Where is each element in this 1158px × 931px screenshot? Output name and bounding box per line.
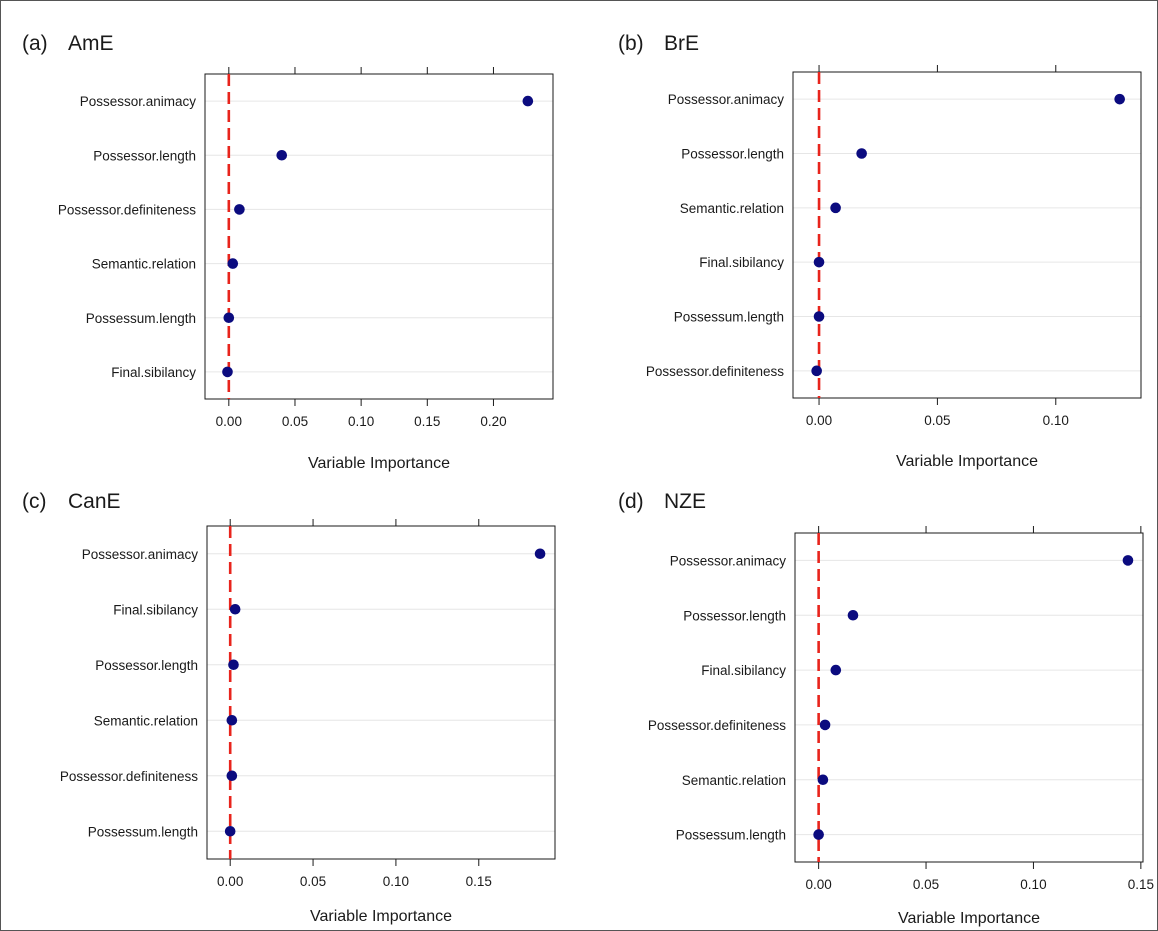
data-point xyxy=(813,829,824,840)
category-label: Possessor.length xyxy=(681,147,784,162)
x-tick-label: 0.05 xyxy=(924,413,950,428)
category-label: Possessor.animacy xyxy=(668,92,785,107)
category-label: Semantic.relation xyxy=(682,773,786,788)
x-tick-label: 0.05 xyxy=(282,414,308,429)
data-point xyxy=(226,770,238,782)
x-tick-label: 0.15 xyxy=(414,414,440,429)
panel-ame: (a) AmE 0.00 0.05 0.10 0.15 0.20 Variable Impor… xyxy=(22,32,554,472)
x-tick-label: 0.15 xyxy=(466,874,492,889)
chart-panels: (a) AmE 0.00 0.05 0.10 0.15 0.20 Variable Impor… xyxy=(22,32,1154,927)
data-point xyxy=(276,149,288,161)
category-label: Possessor.definiteness xyxy=(648,718,786,733)
category-label: Semantic.relation xyxy=(94,713,198,728)
x-tick-label: 0.10 xyxy=(1043,413,1069,428)
data-point xyxy=(847,609,859,621)
data-point xyxy=(811,365,822,377)
x-tick-label: 0.10 xyxy=(348,414,374,429)
panel-label: (d) xyxy=(618,490,644,513)
category-label: Possessor.definiteness xyxy=(60,769,198,784)
data-point xyxy=(856,148,867,159)
category-label: Final.sibilancy xyxy=(111,365,196,380)
panel-title: AmE xyxy=(68,32,114,55)
category-label: Final.sibilancy xyxy=(113,602,198,617)
x-tick-label: 0.10 xyxy=(383,874,409,889)
data-point xyxy=(522,95,534,107)
category-label: Final.sibilancy xyxy=(701,663,786,678)
data-point xyxy=(222,366,233,378)
category-label: Possessor.animacy xyxy=(82,547,199,562)
panel-bre: (b) BrE 0.00 0.05 0.10 Variable Importance Pos… xyxy=(618,32,1142,470)
plot-frame xyxy=(792,71,1142,399)
x-axis-title: Variable Importance xyxy=(310,908,452,925)
category-label: Possessum.length xyxy=(86,311,196,326)
panel-cane: (c) CanE 0.00 0.05 0.10 0.15 Variable Importan… xyxy=(22,490,556,925)
plot-frame xyxy=(206,525,556,860)
data-point xyxy=(817,774,829,786)
x-axis-title: Variable Importance xyxy=(308,455,450,472)
x-tick-label: 0.00 xyxy=(805,877,831,892)
category-label: Possessum.length xyxy=(88,824,198,839)
data-point xyxy=(819,719,831,731)
category-label: Possessor.definiteness xyxy=(646,364,784,379)
category-label: Possessor.animacy xyxy=(80,94,197,109)
x-tick-label: 0.10 xyxy=(1020,877,1046,892)
data-point xyxy=(1122,555,1134,566)
x-axis-title: Variable Importance xyxy=(896,453,1038,470)
data-point xyxy=(830,202,841,214)
x-tick-label: 0.20 xyxy=(480,414,506,429)
x-tick-label: 0.00 xyxy=(806,413,832,428)
data-point xyxy=(830,664,842,676)
category-label: Possessor.animacy xyxy=(670,553,787,568)
data-point xyxy=(226,714,238,726)
data-point xyxy=(224,825,236,837)
data-point xyxy=(534,548,546,560)
data-point xyxy=(1114,93,1125,105)
category-label: Possessor.length xyxy=(683,608,786,623)
category-label: Possessum.length xyxy=(674,310,784,325)
x-tick-label: 0.05 xyxy=(913,877,939,892)
category-label: Final.sibilancy xyxy=(699,255,784,270)
x-tick-label: 0.15 xyxy=(1128,877,1154,892)
x-tick-label: 0.05 xyxy=(300,874,326,889)
data-point xyxy=(813,311,825,322)
panel-title: BrE xyxy=(664,32,699,55)
panel-label: (b) xyxy=(618,32,644,55)
category-label: Semantic.relation xyxy=(680,201,784,216)
x-tick-label: 0.00 xyxy=(217,874,243,889)
data-point xyxy=(234,204,245,215)
panel-title: CanE xyxy=(68,490,121,513)
x-axis-title: Variable Importance xyxy=(898,910,1040,927)
data-point xyxy=(229,603,241,615)
category-label: Semantic.relation xyxy=(92,257,196,272)
data-point xyxy=(227,258,239,269)
data-point xyxy=(223,312,235,324)
category-label: Possessor.length xyxy=(93,148,196,163)
panel-title: NZE xyxy=(664,490,706,513)
panel-nze: (d) NZE 0.00 0.05 0.10 0.15 Variable Importanc… xyxy=(618,490,1154,927)
plot-frame xyxy=(204,73,554,400)
category-label: Possessor.definiteness xyxy=(58,202,196,217)
category-label: Possessor.length xyxy=(95,658,198,673)
panel-label: (c) xyxy=(22,490,47,513)
category-label: Possessum.length xyxy=(676,828,786,843)
data-point xyxy=(813,256,825,268)
x-tick-label: 0.00 xyxy=(216,414,242,429)
panel-label: (a) xyxy=(22,32,48,55)
plot-frame xyxy=(794,532,1144,863)
data-point xyxy=(228,659,239,671)
